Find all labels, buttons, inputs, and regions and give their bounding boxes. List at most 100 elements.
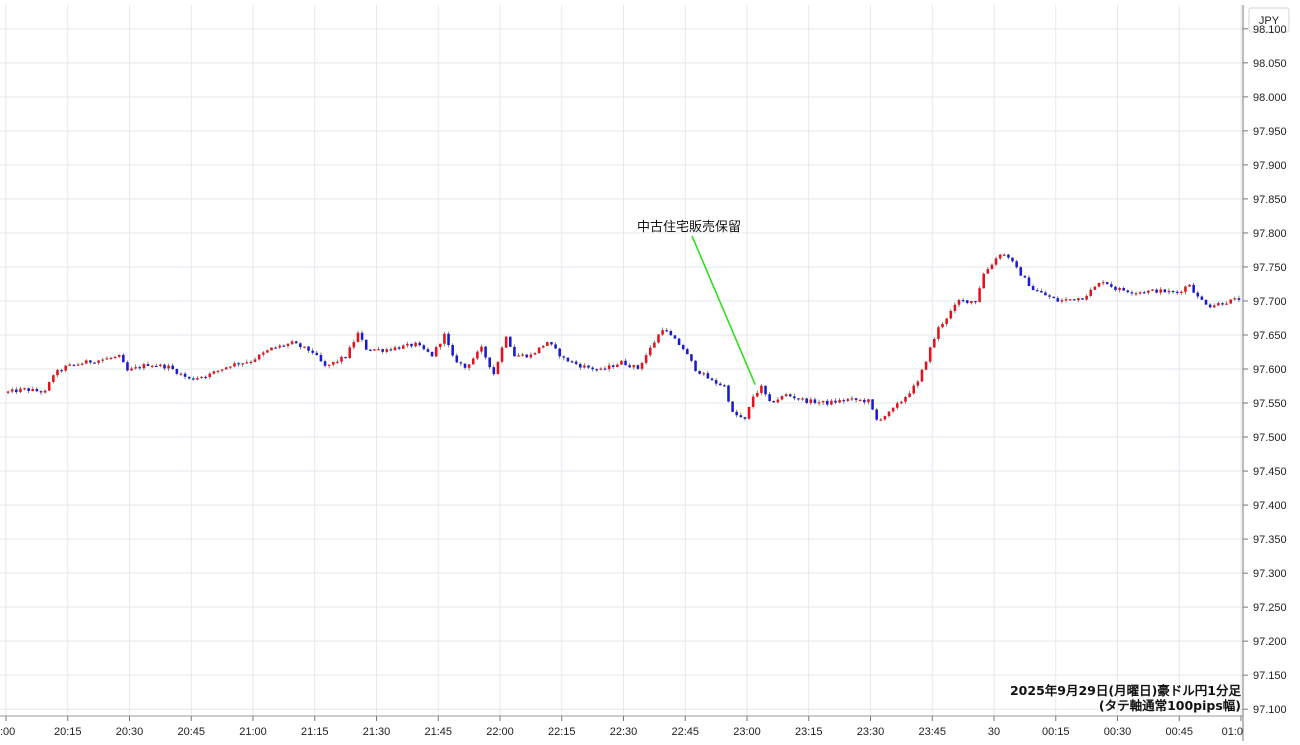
- candle-up: [471, 358, 475, 365]
- candle-down: [863, 399, 866, 403]
- time-tick-label: 21:00: [239, 726, 267, 738]
- candle-up: [80, 363, 84, 365]
- candle-down: [566, 357, 570, 362]
- candle-up: [887, 411, 891, 417]
- candle-up: [1003, 254, 1006, 256]
- candle-up: [648, 347, 652, 356]
- candle-down: [369, 349, 372, 351]
- candle-up: [224, 367, 228, 370]
- time-tick-label: 01:0: [1222, 726, 1243, 738]
- candle-up: [616, 364, 619, 368]
- candle-up: [858, 399, 862, 402]
- candle-up: [262, 352, 265, 355]
- candle-up: [1188, 284, 1191, 287]
- candle-up: [52, 375, 55, 382]
- candle-down: [735, 411, 738, 416]
- candle-up: [747, 406, 751, 419]
- candle-down: [344, 356, 347, 359]
- candle-down: [204, 376, 207, 379]
- time-tick-label: 21:15: [301, 726, 329, 738]
- candle-down: [488, 357, 491, 368]
- candle-down: [1040, 290, 1043, 293]
- candle-up: [101, 359, 105, 361]
- candle-down: [974, 300, 977, 303]
- candle-down: [793, 396, 796, 399]
- candle-down: [854, 398, 858, 401]
- candle-down: [636, 365, 640, 369]
- candle-up: [809, 399, 813, 403]
- candle-up: [216, 370, 220, 372]
- price-tick-label: 97.150: [1253, 670, 1287, 682]
- candle-up: [908, 393, 911, 397]
- candle-up: [537, 347, 541, 354]
- candle-up: [253, 359, 257, 362]
- candle-up: [348, 347, 352, 358]
- candle-down: [459, 362, 463, 364]
- price-tick-label: 97.950: [1253, 126, 1287, 138]
- candle-down: [171, 365, 175, 370]
- candle-down: [513, 346, 516, 357]
- candle-up: [179, 373, 183, 375]
- price-tick-label: 97.100: [1253, 704, 1287, 716]
- candle-down: [35, 388, 39, 392]
- candle-down: [686, 349, 689, 355]
- candle-up: [270, 347, 273, 351]
- time-tick-label: 22:30: [610, 726, 638, 738]
- candle-up: [895, 403, 899, 408]
- candle-down: [455, 355, 459, 363]
- time-tick-label: 00:30: [1104, 726, 1132, 738]
- candle-down: [550, 342, 553, 345]
- price-tick-label: 97.300: [1253, 568, 1287, 580]
- candle-down: [1204, 299, 1208, 305]
- candle-up: [257, 354, 261, 360]
- candle-up: [130, 368, 133, 371]
- candle-up: [1233, 298, 1237, 300]
- candle-down: [397, 347, 401, 349]
- candle-up: [113, 356, 117, 358]
- candle-up: [620, 360, 623, 365]
- candle-up: [653, 342, 656, 348]
- candle-down: [723, 385, 726, 387]
- price-tick-label: 97.200: [1253, 636, 1287, 648]
- candle-up: [928, 347, 932, 362]
- candle-down: [1130, 292, 1134, 294]
- candle-down: [447, 333, 450, 346]
- price-tick-label: 97.550: [1253, 398, 1287, 410]
- candle-down: [690, 354, 693, 361]
- candle-up: [760, 385, 763, 393]
- price-tick-label: 97.900: [1253, 160, 1287, 172]
- candlestick-series: [6, 253, 1241, 421]
- candle-up: [1225, 303, 1228, 305]
- candle-down: [714, 380, 718, 384]
- candle-up: [937, 327, 940, 339]
- candle-down: [825, 400, 829, 405]
- candle-up: [924, 361, 928, 370]
- candle-down: [681, 345, 685, 350]
- footnote-subtitle: (タテ軸通常100pips幅): [1099, 698, 1241, 713]
- candle-up: [142, 364, 146, 369]
- candle-up: [1229, 299, 1232, 304]
- candle-down: [484, 346, 487, 358]
- candle-down: [718, 383, 722, 386]
- candle-up: [233, 363, 236, 367]
- time-tick-label: 22:45: [671, 726, 699, 738]
- candle-up: [599, 368, 603, 370]
- candle-down: [624, 360, 627, 366]
- candle-up: [373, 349, 376, 351]
- candle-down: [558, 348, 561, 357]
- candle-down: [410, 343, 413, 347]
- candle-up: [336, 361, 339, 363]
- candle-down: [673, 335, 677, 339]
- candle-down: [1122, 287, 1125, 291]
- candle-up: [105, 358, 109, 360]
- candle-up: [134, 367, 137, 369]
- candle-up: [47, 381, 51, 391]
- candle-down: [813, 399, 817, 404]
- candle-up: [801, 398, 804, 400]
- candle-up: [517, 355, 520, 357]
- candle-up: [480, 346, 483, 352]
- candle-down: [743, 417, 747, 419]
- candle-up: [529, 354, 533, 358]
- candle-down: [426, 349, 430, 352]
- candle-up: [196, 378, 199, 380]
